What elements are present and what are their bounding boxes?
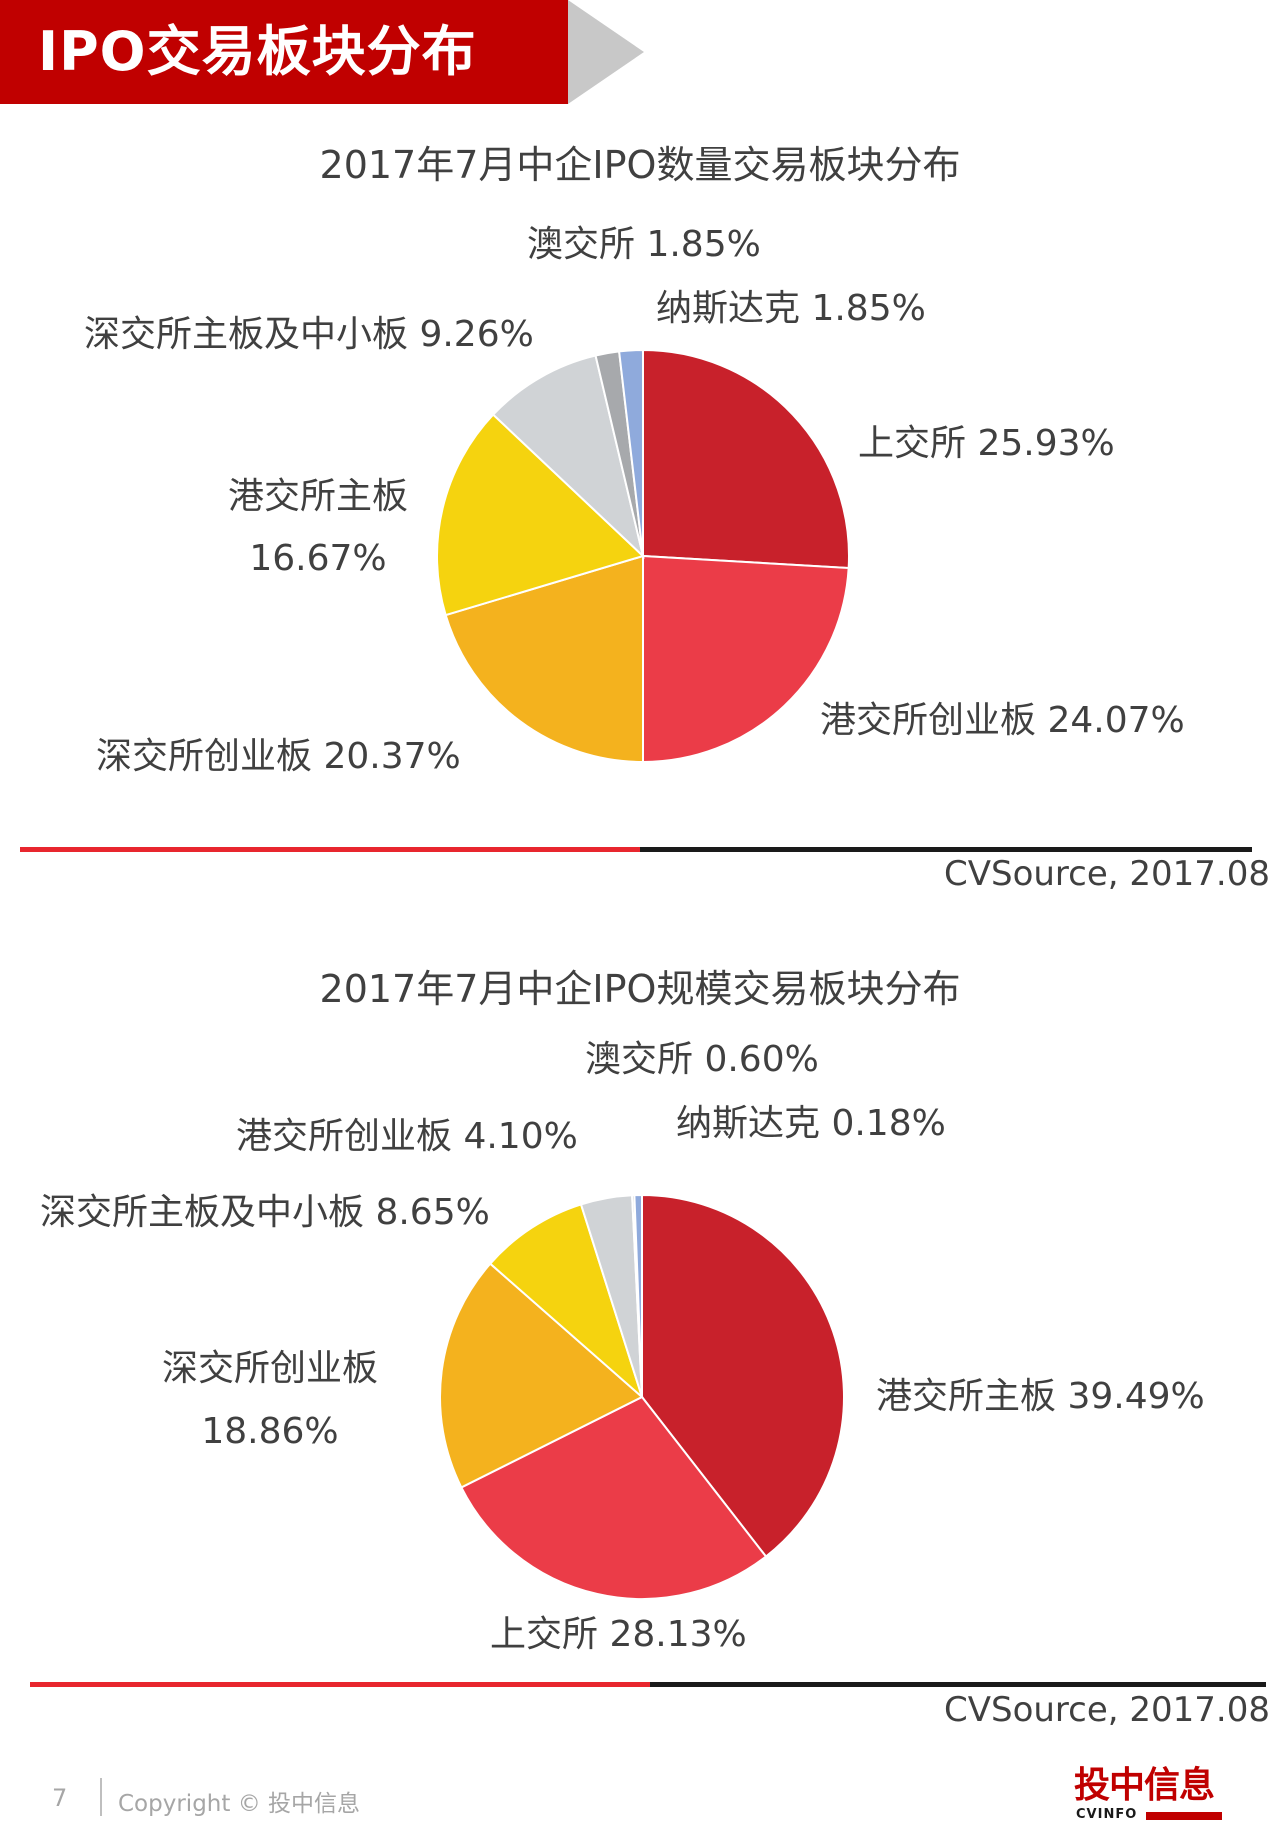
header-bar: IPO交易板块分布 — [0, 0, 568, 104]
chart-1-title: 2017年7月中企IPO数量交易板块分布 — [319, 143, 961, 187]
chart-2-title: 2017年7月中企IPO规模交易板块分布 — [319, 967, 961, 1011]
pie-slice-2-3 — [439, 1262, 644, 1489]
footer-divider — [100, 1778, 102, 1816]
pie-slice-1-4 — [436, 413, 645, 617]
chart-2-rule-black — [650, 1682, 1266, 1687]
slice-label-2-4: 深交所主板及中小板 8.65% — [40, 1192, 490, 1233]
header-arrow-icon — [568, 0, 644, 104]
chart-2-pie: 港交所主板 39.49% 上交所 28.13% 深交所创业板 18.86% 深交所主板及… — [40, 1039, 1205, 1655]
slice-label-1-7: 澳交所 1.85% — [527, 224, 761, 265]
slice-label-2-2: 上交所 28.13% — [490, 1614, 747, 1655]
pie-slice-1-2 — [642, 554, 850, 764]
slice-label-1-1: 上交所 25.93% — [858, 423, 1115, 464]
chart-1-rule-black — [640, 847, 1252, 852]
pie-slice-1-5 — [491, 354, 645, 560]
slice-label-1-6: 纳斯达克 1.85% — [656, 288, 926, 329]
slice-label-2-6: 纳斯达克 0.18% — [676, 1103, 946, 1144]
logo-bar — [1146, 1812, 1222, 1820]
pie-slice-2-7 — [633, 1193, 643, 1398]
pie-slice-2-2 — [460, 1395, 768, 1600]
chart-1-source: CVSource, 2017.08 — [944, 854, 1270, 894]
chart-1-pie: 上交所 25.93% 港交所创业板 24.07% 深交所创业板 20.37% 港交所主… — [84, 224, 1185, 777]
slice-label-1-4: 16.67% — [249, 538, 386, 579]
slice-label-1-3: 深交所创业板 20.37% — [96, 736, 461, 777]
chart-2-source: CVSource, 2017.08 — [944, 1690, 1270, 1730]
logo-subtext: CVINFO — [1076, 1807, 1138, 1822]
slice-label-2-3: 18.86% — [201, 1411, 338, 1452]
page-number: 7 — [52, 1784, 68, 1812]
pie-slice-1-1 — [642, 348, 850, 570]
chart-1-rule-red — [20, 847, 640, 852]
pie-slice-1-7 — [617, 348, 644, 557]
footer-copyright: Copyright © 投中信息 — [118, 1791, 361, 1817]
slice-label-1-2: 港交所创业板 24.07% — [820, 700, 1185, 741]
slice-label-2-3: 深交所创业板 — [162, 1348, 378, 1389]
pie-slice-1-3 — [444, 554, 644, 764]
slice-label-1-5: 深交所主板及中小板 9.26% — [84, 314, 534, 355]
slice-label-1-4: 港交所主板 — [228, 476, 408, 517]
logo-text: 投中信息 — [1074, 1765, 1215, 1806]
pie-slice-2-4 — [488, 1203, 645, 1401]
slice-label-2-1: 港交所主板 39.49% — [876, 1376, 1205, 1417]
chart-2-rule-red — [30, 1682, 650, 1687]
pie-slice-2-1 — [641, 1193, 845, 1558]
slice-label-2-5: 港交所创业板 4.10% — [236, 1116, 578, 1157]
cvinfo-logo: 投中信息 CVINFO — [1074, 1766, 1224, 1826]
slice-label-2-7: 澳交所 0.60% — [585, 1039, 819, 1080]
page-title: IPO交易板块分布 — [38, 20, 477, 83]
